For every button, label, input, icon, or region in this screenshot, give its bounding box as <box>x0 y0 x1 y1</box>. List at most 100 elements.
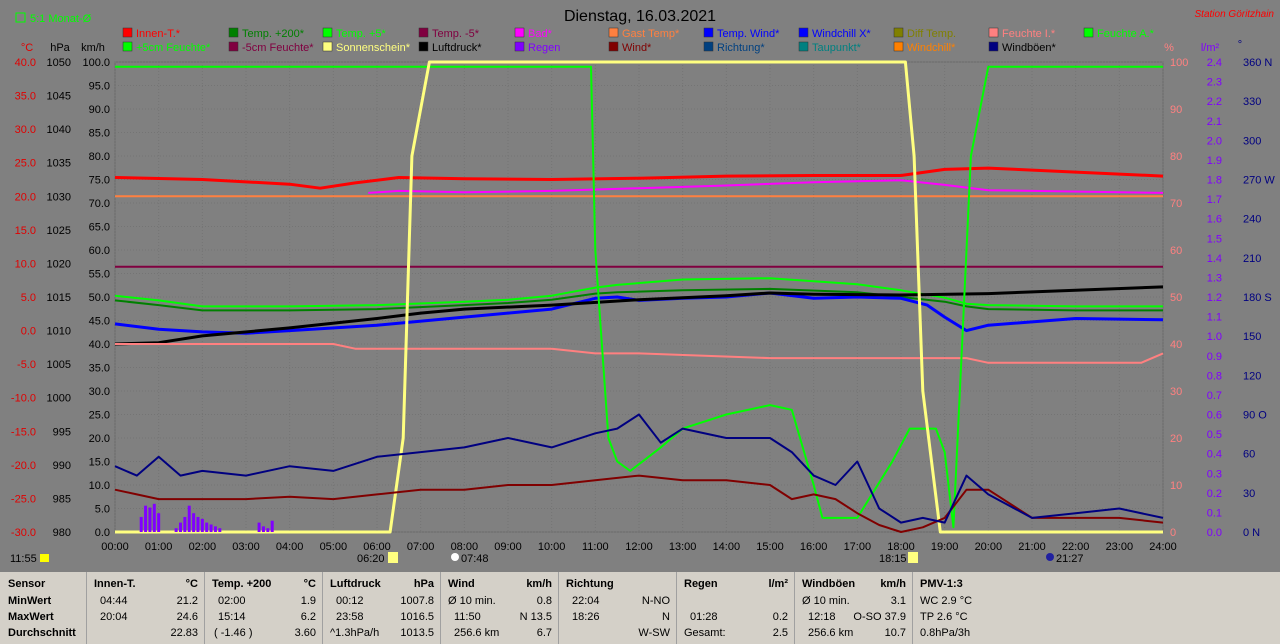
rain-bar <box>187 505 191 532</box>
hpa-tick-label: 980 <box>53 527 71 539</box>
legend-swatch <box>703 41 714 52</box>
legend-item: Temp. -5* <box>418 27 480 40</box>
legend-swatch <box>893 27 904 38</box>
monthly-checkbox-icon[interactable] <box>15 12 26 23</box>
legend-label: Innen-T.* <box>136 28 181 40</box>
direction-tick-label: 300 <box>1243 135 1261 147</box>
hpa-tick-label: 990 <box>53 460 71 472</box>
legend-item: Gast Temp* <box>608 27 680 40</box>
time-tick-label: 14:00 <box>713 541 741 553</box>
percent-tick-label: 70 <box>1170 198 1182 210</box>
legend-swatch <box>322 41 333 52</box>
axis-celsius-unit: °C <box>21 42 33 54</box>
richtung-min-val: N-NO <box>641 595 670 607</box>
pmv-windchill: WC 2.9 °C <box>920 595 973 607</box>
legend-item: Feuchte A.* <box>1083 27 1155 40</box>
hpa-tick-label: 1045 <box>47 91 71 103</box>
rain-tick-label: 2.1 <box>1207 116 1222 128</box>
time-tick-label: 05:00 <box>320 541 348 553</box>
celsius-tick-label: -10.0 <box>11 393 36 405</box>
legend-swatch <box>418 27 429 38</box>
legend-label: Sonnenschein* <box>336 42 411 54</box>
wind-max-time: 11:50 <box>454 611 481 623</box>
time-tick-label: 00:00 <box>101 541 129 553</box>
series-regen <box>139 503 274 532</box>
rain-tick-label: 0.8 <box>1207 370 1222 382</box>
celsius-tick-label: 5.0 <box>21 292 36 304</box>
celsius-tick-label: -25.0 <box>11 493 36 505</box>
percent-tick-label: 90 <box>1170 104 1182 116</box>
sun-icon <box>40 554 49 562</box>
summary-col-pmv: PMV-1:3 WC 2.9 °C TP 2.6 °C 0.8hPa/3h <box>912 572 1012 644</box>
sunset-time: 18:15 <box>879 553 907 565</box>
windboen-avg10-val: 3.1 <box>890 595 906 607</box>
luftdruck-min-time: 00:12 <box>336 595 364 607</box>
kmh-tick-label: 85.0 <box>89 128 110 140</box>
rain-tick-label: 1.1 <box>1207 312 1222 324</box>
legend-item: Innen-T.* <box>122 27 181 40</box>
rain-tick-label: 0.9 <box>1207 351 1222 363</box>
summary-col-regen: Regen l/m² 01:28 0.2 Gesamt: 2.5 <box>676 572 795 644</box>
axis-kmh-unit: km/h <box>81 42 105 54</box>
wind-header: Wind <box>448 578 475 590</box>
legend-label: Taupunkt* <box>812 42 862 54</box>
moonset-time: 07:48 <box>461 553 489 565</box>
hpa-tick-label: 1020 <box>47 258 71 270</box>
rain-tick-label: 1.9 <box>1207 155 1222 167</box>
direction-tick-label: 0 N <box>1243 527 1260 539</box>
row-label-min: MinWert <box>8 595 52 607</box>
celsius-tick-label: 40.0 <box>15 57 36 69</box>
summary-col-windboen: Windböen km/h Ø 10 min. 3.1 12:18 O-SO 3… <box>794 572 913 644</box>
direction-tick-label: 60 <box>1243 449 1255 461</box>
rain-bar <box>192 513 196 532</box>
windboen-max-val: O-SO 37.9 <box>853 611 906 623</box>
legend-item: Regen <box>514 41 560 54</box>
kmh-tick-label: 75.0 <box>89 175 110 187</box>
direction-tick-label: 90 O <box>1243 410 1267 422</box>
windboen-unit: km/h <box>880 578 906 590</box>
legend-swatch <box>988 41 999 52</box>
celsius-tick-label: -15.0 <box>11 426 36 438</box>
time-tick-label: 20:00 <box>975 541 1003 553</box>
rain-bar <box>205 522 209 532</box>
legend-item: Sonnenschein* <box>322 41 411 54</box>
wind-avg10-label: Ø 10 min. <box>448 595 496 607</box>
axis-direction-unit: ° <box>1238 39 1242 51</box>
summary-col-sensor: Sensor MinWert MaxWert Durchschnitt <box>0 572 87 644</box>
kmh-tick-label: 55.0 <box>89 269 110 281</box>
legend-swatch <box>798 27 809 38</box>
direction-tick-label: 30 <box>1243 488 1255 500</box>
time-tick-label: 08:00 <box>451 541 479 553</box>
temp200-min-time: 02:00 <box>218 595 246 607</box>
moonrise-icon <box>1046 553 1054 561</box>
richtung-max-time: 18:26 <box>572 611 600 623</box>
legend-label: Temp. +200* <box>242 28 305 40</box>
rain-tick-label: 1.5 <box>1207 233 1222 245</box>
luftdruck-trend: ^1.3hPa/h <box>330 627 380 639</box>
legend-label: Windchill X* <box>812 28 871 40</box>
rain-bar <box>174 528 178 532</box>
temp200-header: Temp. +200 <box>212 578 272 590</box>
series-line-8 <box>115 343 1164 364</box>
legend-swatch <box>514 27 525 38</box>
legend-swatch <box>608 41 619 52</box>
hpa-tick-label: 1025 <box>47 225 71 237</box>
rain-bar <box>196 516 200 532</box>
hpa-tick-label: 1050 <box>47 57 71 69</box>
rain-tick-label: 2.4 <box>1207 57 1222 69</box>
data-layer <box>114 60 1164 534</box>
hpa-tick-label: 1030 <box>47 191 71 203</box>
legend-swatch <box>893 41 904 52</box>
legend-item: Windböen* <box>988 41 1057 54</box>
innen-avg-val: 22.83 <box>170 627 198 639</box>
kmh-tick-label: 35.0 <box>89 363 110 375</box>
kmh-tick-label: 15.0 <box>89 457 110 469</box>
legend-item: +5cm Feuchte* <box>122 41 211 54</box>
innen-min-val: 21.2 <box>176 595 198 607</box>
rain-tick-label: 0.7 <box>1207 390 1222 402</box>
direction-tick-label: 330 <box>1243 96 1261 108</box>
rain-bar <box>148 507 152 532</box>
summary-col-innen: Innen-T. °C 04:44 21.2 20:04 24.6 22.83 <box>86 572 205 644</box>
direction-tick-label: 120 <box>1243 370 1261 382</box>
temp200-avg-val: 3.60 <box>294 627 316 639</box>
